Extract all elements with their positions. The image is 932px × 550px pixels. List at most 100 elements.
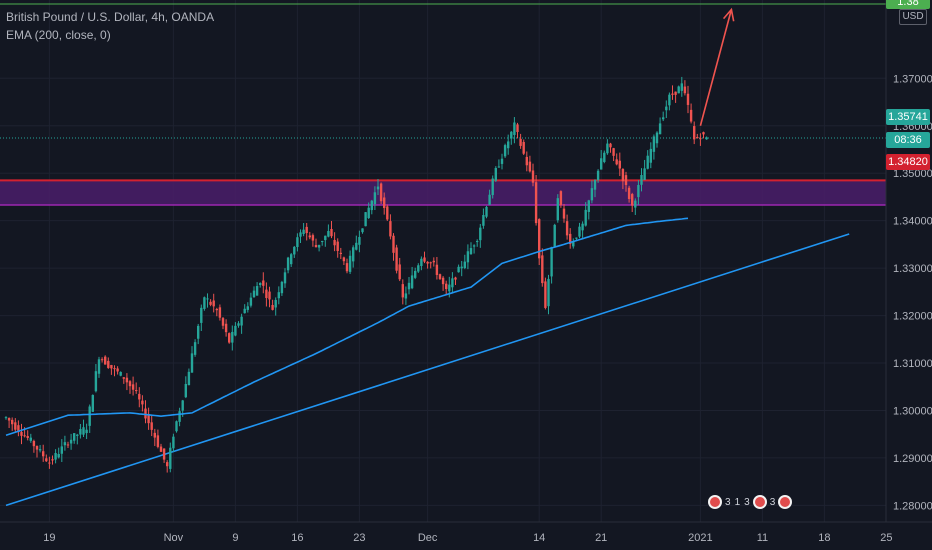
candle-body [637,185,640,198]
candle-body [429,262,432,264]
candle-body [463,261,466,269]
candle-body [290,254,293,265]
price-axis-bg [886,0,932,550]
candle-body [612,148,615,156]
event-count: 3 [725,496,731,508]
countdown-badge: 08:36 [886,132,930,148]
candle-body [296,237,299,248]
candle-body [252,290,256,298]
candle-body [153,432,156,438]
candle-body [500,158,504,164]
price-axis[interactable]: 1.370001.360001.350001.340001.330001.320… [885,0,932,550]
candle-body [488,194,491,205]
event-flag-icon[interactable] [778,495,793,509]
candle-body [466,251,470,263]
candle-body [497,166,501,168]
candle-body [162,448,166,460]
candle-body [246,306,249,310]
arrow-shaft[interactable] [699,9,733,126]
candle-body [609,143,612,148]
arrow-head-icon[interactable] [722,7,735,22]
chart-legend[interactable]: British Pound / U.S. Dollar, 4h, OANDA E… [6,8,214,44]
time-tick-label: 14 [533,532,545,544]
time-tick-label: 9 [232,532,238,544]
candle-body [627,187,631,199]
last-price-badge: 1.35741 [886,109,930,125]
candle-body [522,141,525,154]
candle-body [218,307,222,318]
projection-arrow[interactable] [699,7,735,126]
candle-body [445,283,448,290]
candle-body [398,264,401,280]
candle-body [352,247,355,262]
candle-body [631,194,634,206]
event-flag-icon[interactable] [708,495,722,509]
candle-body [91,395,94,412]
candle-body [259,283,262,286]
candle-body [401,284,404,298]
top-price-badge: 1.38 [886,0,930,9]
candle-body [544,281,547,308]
candle-body [314,245,318,248]
time-axis[interactable]: 19 Nov 9 16 23 Dec 14 21 2021 11 18 25 [0,521,932,550]
currency-label[interactable]: USD [899,9,927,25]
level-price-badge: 1.34820 [886,154,930,170]
candle-body [333,239,336,246]
candle-body [376,186,380,190]
candle-body [550,247,553,277]
economic-events[interactable]: 3 1 3 3 [708,490,793,514]
candle-body [26,436,29,438]
price-tick-label: 1.29000 [893,453,932,465]
candle-body [448,284,451,292]
candle-body [280,281,284,294]
candle-body [491,178,494,196]
candle-body [94,371,98,392]
candle-body [503,145,507,157]
candle-body [693,126,696,140]
candle-body [175,421,178,432]
candle-body [395,247,398,271]
candle-body [507,141,510,149]
candle-body [156,435,160,447]
candle-body [355,242,358,250]
candle-body [32,440,36,447]
candle-body [243,308,246,314]
price-tick-label: 1.35000 [893,168,932,180]
candle-body [200,307,203,323]
symbol-title[interactable]: British Pound / U.S. Dollar, 4h, OANDA [6,10,215,24]
time-tick-label: 16 [291,532,303,544]
candle-body [618,160,621,169]
candle-body [104,356,107,365]
candle-body [671,93,674,95]
candle-body [206,298,209,300]
candle-body [513,122,516,135]
candle-body [345,263,349,272]
event-count: 3 [769,496,776,508]
candle-body [389,221,392,237]
candle-body [358,237,361,245]
candle-body [73,433,76,441]
candle-body [510,131,513,139]
candle-body [361,228,364,233]
ema-indicator-label[interactable]: EMA (200, close, 0) [6,28,111,42]
candle-body [265,289,268,298]
candle-body [643,168,646,180]
candle-body [702,132,705,135]
candle-body [119,371,122,376]
grid [0,0,887,522]
candle-body [327,231,330,237]
candle-body [324,235,327,241]
ema-line[interactable] [5,217,689,436]
candle-body [541,255,544,284]
event-flag-icon[interactable] [752,495,767,509]
candle-body [472,245,476,247]
candle-body [584,209,587,226]
support-zone[interactable] [0,180,932,206]
candle-body [144,408,147,419]
candle-body [60,446,63,454]
candle-body [662,117,665,120]
candle-body [649,148,652,163]
candle-body [634,200,637,208]
trendline[interactable] [5,233,850,507]
